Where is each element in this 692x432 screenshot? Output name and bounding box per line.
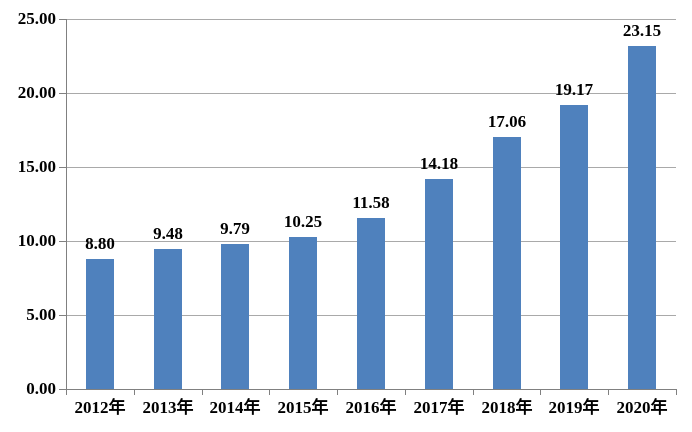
y-tick-label: 15.00: [17, 157, 56, 176]
x-axis-tick: [473, 390, 474, 395]
bar-value-label: 10.25: [283, 212, 323, 231]
y-axis-tick: [59, 241, 66, 242]
x-axis-tick: [676, 390, 677, 395]
bar-value-label: 11.58: [352, 193, 390, 212]
y-tick-label: 20.00: [17, 83, 56, 102]
y-axis-tick: [59, 389, 66, 390]
bar-value-label: 9.79: [220, 219, 250, 238]
x-axis-tick: [202, 390, 203, 395]
y-tick-label: 10.00: [17, 231, 56, 250]
x-category-label: 2019年: [548, 398, 600, 417]
bar: [425, 179, 453, 389]
gridline: [66, 93, 676, 94]
bar-value-label: 19.17: [554, 80, 594, 99]
x-axis-tick: [608, 390, 609, 395]
bar: [560, 105, 588, 389]
bar-value-label: 23.15: [622, 21, 662, 40]
y-axis-tick: [59, 93, 66, 94]
bar: [289, 237, 317, 389]
y-tick-label: 25.00: [17, 9, 56, 28]
x-category-label: 2016年: [345, 398, 397, 417]
y-axis-tick: [59, 19, 66, 20]
bar-value-label: 17.06: [487, 112, 527, 131]
x-category-label: 2013年: [142, 398, 194, 417]
x-category-label: 2018年: [481, 398, 533, 417]
bar: [221, 244, 249, 389]
bar: [628, 46, 656, 389]
x-axis-tick: [540, 390, 541, 395]
y-tick-label: 5.00: [26, 305, 56, 324]
x-axis-tick: [405, 390, 406, 395]
y-axis-tick: [59, 315, 66, 316]
y-tick-label: 0.00: [26, 379, 56, 398]
x-axis-tick: [269, 390, 270, 395]
bar-value-label: 9.48: [153, 224, 183, 243]
x-axis-line: [66, 389, 677, 390]
x-axis-tick: [66, 390, 67, 395]
x-axis-tick: [134, 390, 135, 395]
x-category-label: 2012年: [74, 398, 126, 417]
x-category-label: 2017年: [413, 398, 465, 417]
bar: [357, 218, 385, 389]
gridline: [66, 167, 676, 168]
x-category-label: 2014年: [209, 398, 261, 417]
bar: [154, 249, 182, 389]
bar: [86, 259, 114, 389]
bar-value-label: 8.80: [85, 234, 115, 253]
bar: [493, 137, 521, 389]
x-category-label: 2020年: [616, 398, 668, 417]
y-axis-line: [66, 19, 67, 394]
x-axis-tick: [337, 390, 338, 395]
gridline: [66, 19, 676, 20]
y-axis-tick: [59, 167, 66, 168]
bar-value-label: 14.18: [419, 154, 459, 173]
x-category-label: 2015年: [277, 398, 329, 417]
